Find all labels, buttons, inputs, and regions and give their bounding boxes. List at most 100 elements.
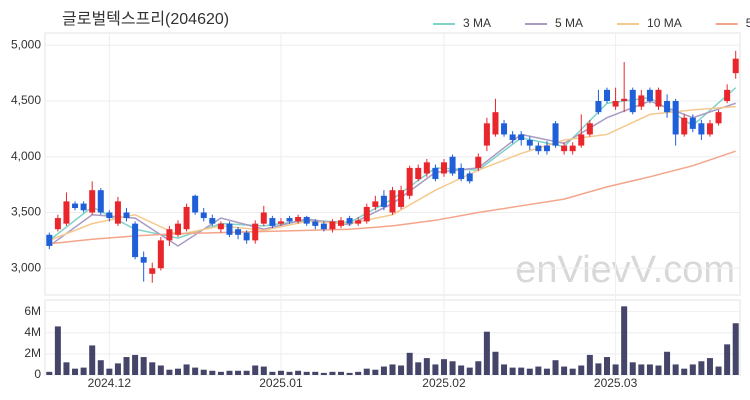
volume-bar: [449, 361, 456, 375]
candle-body: [63, 201, 70, 224]
volume-bar: [183, 364, 190, 375]
candle-body: [578, 134, 585, 146]
volume-bar: [372, 369, 379, 375]
candle-body: [552, 123, 559, 146]
volume-bar: [518, 367, 525, 375]
volume-bar: [415, 362, 422, 375]
volume-bar: [174, 368, 181, 375]
candle-body: [440, 162, 447, 174]
candle-body: [629, 89, 636, 113]
candle-body: [698, 123, 705, 135]
candle-body: [612, 101, 619, 107]
volume-bar: [552, 360, 559, 375]
legend-label: 3 MA: [463, 16, 491, 30]
candle-body: [518, 134, 525, 141]
chart-title: 글로벌텍스프리(204620): [62, 10, 229, 28]
candle-body: [209, 218, 216, 224]
legend-label: 5 MA: [555, 16, 583, 30]
volume-bar: [320, 372, 327, 375]
candle-body: [260, 212, 267, 224]
volume-bar: [440, 359, 447, 375]
candle-body: [664, 101, 671, 113]
candle-body: [449, 156, 456, 174]
candle-body: [346, 218, 353, 224]
volume-bar: [63, 362, 70, 375]
volume-bar: [303, 371, 310, 375]
price-pane: [44, 32, 741, 296]
volume-bar: [561, 366, 568, 375]
volume-bar: [346, 372, 353, 375]
candle-body: [89, 190, 96, 213]
candle-body: [157, 240, 164, 269]
candle-body: [432, 167, 439, 180]
candle-body: [192, 195, 199, 213]
candle-body: [389, 190, 396, 213]
volume-bar: [277, 370, 284, 375]
candle-body: [604, 89, 611, 102]
volume-bar: [235, 370, 242, 375]
volume-tick-label: 2M: [24, 346, 41, 360]
volume-bar: [46, 371, 53, 375]
volume-bar: [483, 331, 490, 375]
volume-bar: [355, 371, 362, 375]
candle-body: [72, 203, 79, 209]
volume-bar: [114, 363, 121, 375]
volume-bar: [715, 366, 722, 375]
volume-bar: [638, 364, 645, 375]
candle-body: [646, 89, 653, 102]
volume-bar: [380, 366, 387, 375]
candle-body: [338, 220, 345, 226]
candle-body: [380, 195, 387, 207]
x-tick-label: 2024.12: [88, 376, 132, 390]
candle-body: [706, 123, 713, 135]
candle-body: [509, 134, 516, 141]
candle-body: [543, 145, 550, 152]
candle-body: [312, 221, 319, 226]
candle-body: [569, 145, 576, 152]
volume-bar: [406, 352, 413, 375]
candle-body: [363, 206, 370, 222]
candle-body: [724, 89, 731, 102]
volume-bar: [629, 362, 636, 375]
candle-body: [595, 101, 602, 113]
volume-bar: [569, 368, 576, 375]
candle-body: [123, 212, 130, 219]
candle-body: [561, 145, 568, 152]
candle-body: [295, 216, 302, 222]
volume-tick-label: 6M: [24, 304, 41, 318]
volume-bar: [338, 371, 345, 375]
volume-bar: [432, 364, 439, 375]
candle-body: [329, 221, 336, 230]
volume-bar: [243, 370, 250, 375]
candle-body: [149, 268, 156, 274]
candle-body: [286, 218, 293, 222]
candle-body: [183, 206, 190, 230]
candle-body: [252, 223, 259, 241]
candle-body: [715, 112, 722, 124]
y-tick-label: 3,000: [11, 260, 41, 274]
candle-body: [672, 101, 679, 135]
x-tick-label: 2025.01: [259, 376, 303, 390]
volume-bar: [217, 371, 224, 375]
candle-body: [166, 229, 173, 241]
y-tick-label: 4,500: [11, 93, 41, 107]
x-tick-label: 2025.03: [594, 376, 638, 390]
volume-bar: [312, 371, 319, 375]
volume-bar: [398, 365, 405, 375]
candle-body: [320, 223, 327, 230]
volume-bar: [689, 364, 696, 375]
volume-bar: [724, 344, 731, 375]
volume-bar: [672, 364, 679, 375]
volume-bar: [466, 367, 473, 375]
volume-bar: [97, 360, 104, 375]
volume-bar: [192, 367, 199, 375]
candle-body: [303, 216, 310, 224]
candle-body: [655, 89, 662, 107]
candle-body: [140, 257, 147, 263]
volume-bar: [252, 365, 259, 375]
volume-bar: [492, 351, 499, 375]
volume-bar: [543, 368, 550, 375]
volume-bar: [389, 364, 396, 375]
candle-body: [46, 234, 53, 246]
